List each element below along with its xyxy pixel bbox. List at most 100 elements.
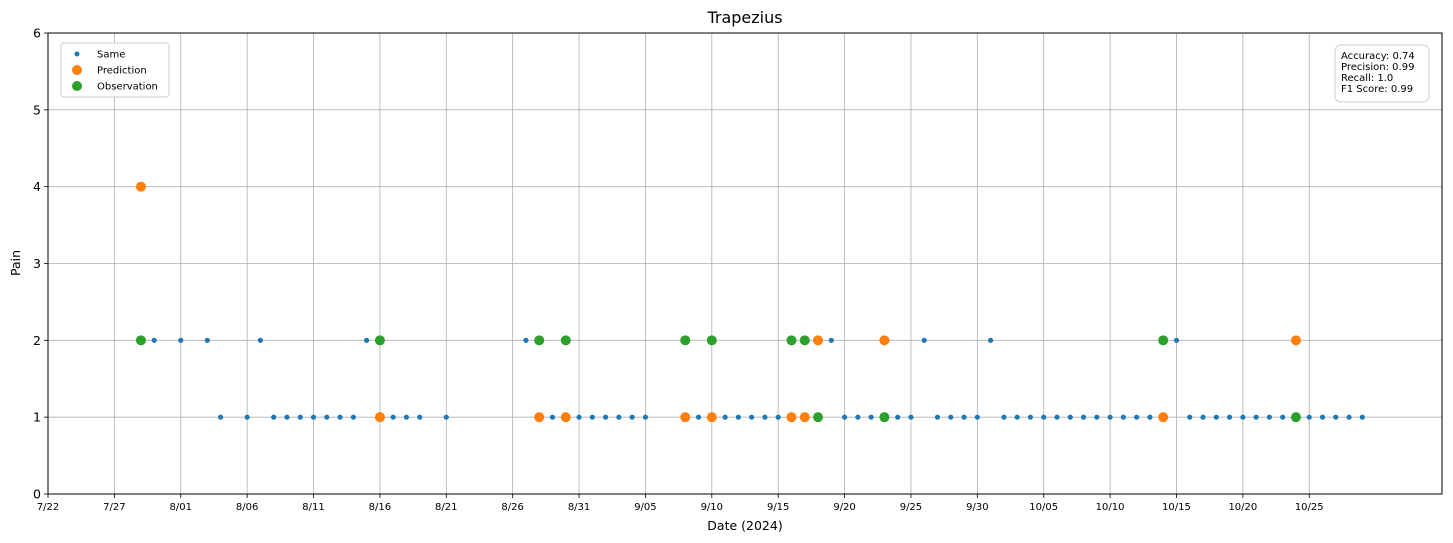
observation-point xyxy=(813,412,824,423)
same-point xyxy=(297,414,303,420)
same-point xyxy=(1067,414,1073,420)
same-point xyxy=(1001,414,1007,420)
same-point xyxy=(961,414,967,420)
same-point xyxy=(974,414,980,420)
same-point xyxy=(217,414,224,420)
x-axis-label: Date (2024) xyxy=(707,518,782,533)
same-point xyxy=(589,414,595,420)
legend-label-same: Same xyxy=(97,50,125,61)
same-point xyxy=(629,414,635,420)
same-point xyxy=(364,337,370,343)
y-tick-label: 6 xyxy=(33,26,41,41)
same-point xyxy=(603,414,609,420)
same-point xyxy=(828,337,834,343)
same-point xyxy=(1014,414,1020,420)
legend-label-observation: Observation xyxy=(97,82,158,93)
x-tick-label: 9/25 xyxy=(900,502,922,513)
legend-box xyxy=(60,42,170,98)
y-tick-label: 4 xyxy=(33,179,41,194)
observation-point xyxy=(879,412,890,423)
metric-precision: Precision: 0.99 xyxy=(1341,62,1414,73)
prediction-point xyxy=(534,412,545,423)
same-point xyxy=(204,337,210,343)
x-tick-label: 10/10 xyxy=(1096,502,1125,513)
prediction-point xyxy=(680,412,691,423)
same-point xyxy=(1134,414,1140,420)
chart-title: Trapezius xyxy=(706,8,782,27)
prediction-point xyxy=(1290,335,1301,346)
same-point xyxy=(735,414,741,420)
same-point xyxy=(151,337,157,343)
same-point xyxy=(1213,414,1219,420)
same-point xyxy=(908,414,914,420)
same-point xyxy=(1346,414,1352,420)
same-point xyxy=(257,337,264,343)
x-tick-label: 8/26 xyxy=(501,502,523,513)
legend-marker-prediction xyxy=(72,65,82,75)
x-axis: 7/22 7/27 8/01 8/06 8/11 8/16 8/21 8/26 8/31 9/05… xyxy=(37,494,1324,513)
metric-recall: Recall: 1.0 xyxy=(1341,73,1393,84)
grid-lines xyxy=(47,32,1442,495)
same-point xyxy=(1147,414,1153,420)
observation-point xyxy=(534,335,545,346)
legend-label-prediction: Prediction xyxy=(97,66,147,77)
same-point xyxy=(1333,414,1339,420)
legend-marker-observation xyxy=(72,81,82,91)
same-point xyxy=(244,414,250,420)
prediction-point xyxy=(706,412,717,423)
same-point xyxy=(921,337,927,343)
same-point xyxy=(1306,414,1312,420)
same-point xyxy=(1041,414,1047,420)
same-point xyxy=(722,414,728,420)
prediction-point xyxy=(813,335,824,346)
observation-point xyxy=(1290,412,1301,423)
y-tick-label: 2 xyxy=(33,333,41,348)
observation-point xyxy=(135,335,146,346)
same-point xyxy=(403,414,410,420)
metrics-box: Accuracy: 0.74 Precision: 0.99 Recall: 1… xyxy=(1334,44,1430,103)
same-point xyxy=(1280,414,1286,420)
same-point xyxy=(1107,414,1113,420)
same-point xyxy=(1080,414,1087,420)
same-point xyxy=(695,414,702,420)
same-point xyxy=(178,337,184,343)
observation-point xyxy=(706,335,717,346)
prediction-point xyxy=(799,412,810,423)
same-point xyxy=(775,414,781,420)
same-point xyxy=(1187,414,1193,420)
x-tick-label: 9/10 xyxy=(701,502,723,513)
same-point xyxy=(1359,414,1365,420)
x-tick-label: 10/25 xyxy=(1295,502,1324,513)
prediction-point xyxy=(1158,412,1169,423)
same-point xyxy=(549,414,556,420)
same-point xyxy=(576,414,582,420)
observation-point xyxy=(374,335,385,346)
same-point xyxy=(988,337,994,343)
same-point xyxy=(523,337,529,343)
legend-marker-same xyxy=(74,51,80,57)
prediction-point xyxy=(374,412,385,423)
same-point xyxy=(271,414,277,420)
same-point xyxy=(337,414,343,420)
same-point xyxy=(1319,414,1326,420)
x-tick-label: 8/31 xyxy=(568,502,590,513)
same-point xyxy=(324,414,330,420)
x-tick-label: 9/05 xyxy=(634,502,656,513)
x-tick-label: 7/27 xyxy=(103,502,125,513)
same-point xyxy=(1120,414,1126,420)
data-points xyxy=(135,181,1365,423)
same-point xyxy=(855,414,861,420)
same-point xyxy=(1027,414,1034,420)
x-tick-label: 9/20 xyxy=(833,502,855,513)
observation-point xyxy=(680,335,691,346)
y-tick-label: 3 xyxy=(33,256,41,271)
y-tick-label: 1 xyxy=(33,410,41,425)
same-point xyxy=(749,414,755,420)
same-point xyxy=(616,414,622,420)
same-point xyxy=(1200,414,1206,420)
prediction-point xyxy=(786,412,797,423)
same-point xyxy=(948,414,954,420)
x-tick-label: 7/22 xyxy=(37,502,59,513)
x-tick-label: 8/16 xyxy=(369,502,391,513)
x-tick-label: 8/06 xyxy=(236,502,258,513)
